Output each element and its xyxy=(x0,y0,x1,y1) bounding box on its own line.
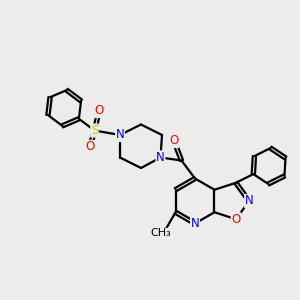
Text: N: N xyxy=(245,194,254,208)
Text: N: N xyxy=(190,217,200,230)
Text: O: O xyxy=(85,140,94,154)
Text: N: N xyxy=(156,151,165,164)
Text: S: S xyxy=(91,124,98,137)
Text: CH₃: CH₃ xyxy=(150,229,171,238)
Text: N: N xyxy=(116,128,124,142)
Text: O: O xyxy=(94,104,103,118)
Text: O: O xyxy=(231,213,241,226)
Text: O: O xyxy=(169,134,178,148)
